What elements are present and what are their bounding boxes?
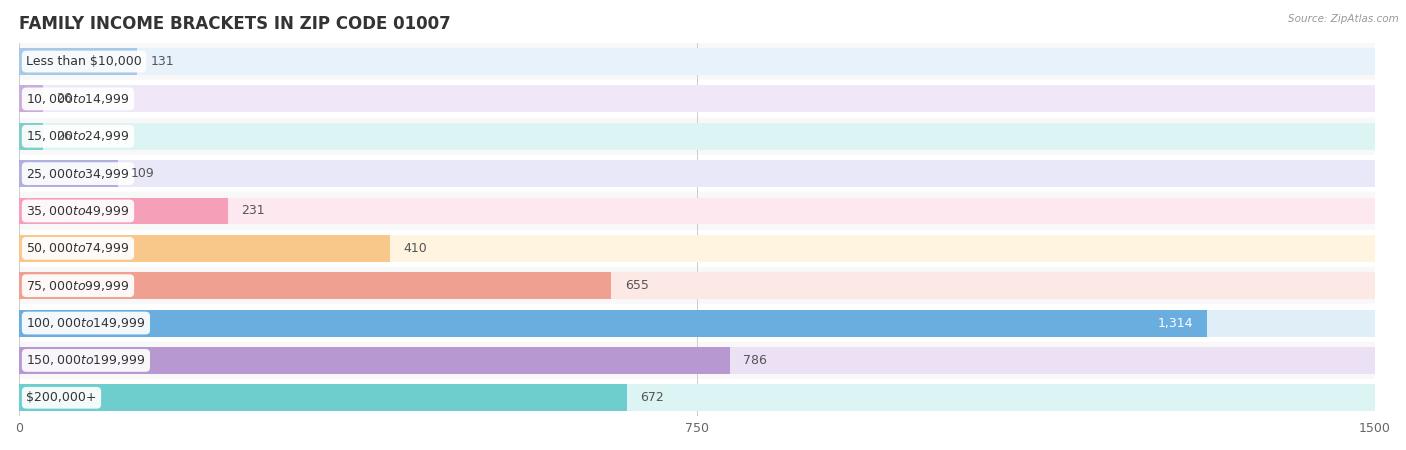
Bar bbox=[20, 310, 1206, 337]
Bar bbox=[20, 384, 1375, 411]
Bar bbox=[20, 347, 730, 374]
Bar bbox=[20, 310, 1375, 337]
Text: $15,000 to $24,999: $15,000 to $24,999 bbox=[27, 129, 129, 143]
Bar bbox=[20, 48, 1375, 75]
Bar bbox=[20, 160, 118, 187]
Bar bbox=[20, 80, 1375, 117]
Bar bbox=[20, 235, 1375, 262]
Text: $200,000+: $200,000+ bbox=[27, 391, 97, 404]
Text: 231: 231 bbox=[242, 204, 264, 217]
Text: $35,000 to $49,999: $35,000 to $49,999 bbox=[27, 204, 129, 218]
Text: 131: 131 bbox=[150, 55, 174, 68]
Bar bbox=[20, 235, 389, 262]
Bar bbox=[20, 198, 228, 225]
Text: $25,000 to $34,999: $25,000 to $34,999 bbox=[27, 166, 129, 180]
Text: $10,000 to $14,999: $10,000 to $14,999 bbox=[27, 92, 129, 106]
Bar bbox=[20, 86, 1375, 112]
Text: 26: 26 bbox=[56, 92, 72, 105]
Bar bbox=[20, 160, 1375, 187]
Bar bbox=[20, 117, 1375, 155]
Text: 1,314: 1,314 bbox=[1159, 316, 1194, 329]
Text: $150,000 to $199,999: $150,000 to $199,999 bbox=[27, 353, 146, 367]
Text: $50,000 to $74,999: $50,000 to $74,999 bbox=[27, 241, 129, 255]
Bar bbox=[20, 43, 1375, 80]
Bar bbox=[20, 272, 1375, 299]
Bar bbox=[20, 267, 1375, 304]
Bar bbox=[20, 123, 42, 150]
Text: 109: 109 bbox=[131, 167, 155, 180]
Bar bbox=[20, 230, 1375, 267]
Text: FAMILY INCOME BRACKETS IN ZIP CODE 01007: FAMILY INCOME BRACKETS IN ZIP CODE 01007 bbox=[20, 15, 451, 33]
Text: Less than $10,000: Less than $10,000 bbox=[27, 55, 142, 68]
Bar bbox=[20, 272, 612, 299]
Bar bbox=[20, 342, 1375, 379]
Bar bbox=[20, 86, 42, 112]
Text: 672: 672 bbox=[640, 391, 664, 404]
Bar bbox=[20, 384, 627, 411]
Bar bbox=[20, 379, 1375, 416]
Text: 410: 410 bbox=[404, 242, 427, 255]
Bar bbox=[20, 198, 1375, 225]
Text: 655: 655 bbox=[624, 279, 648, 292]
Bar bbox=[20, 155, 1375, 192]
Bar bbox=[20, 347, 1375, 374]
Text: $100,000 to $149,999: $100,000 to $149,999 bbox=[27, 316, 146, 330]
Text: 26: 26 bbox=[56, 130, 72, 143]
Bar bbox=[20, 192, 1375, 230]
Bar bbox=[20, 304, 1375, 342]
Text: Source: ZipAtlas.com: Source: ZipAtlas.com bbox=[1288, 14, 1399, 23]
Bar bbox=[20, 123, 1375, 150]
Text: 786: 786 bbox=[744, 354, 768, 367]
Text: $75,000 to $99,999: $75,000 to $99,999 bbox=[27, 279, 129, 292]
Bar bbox=[20, 48, 138, 75]
